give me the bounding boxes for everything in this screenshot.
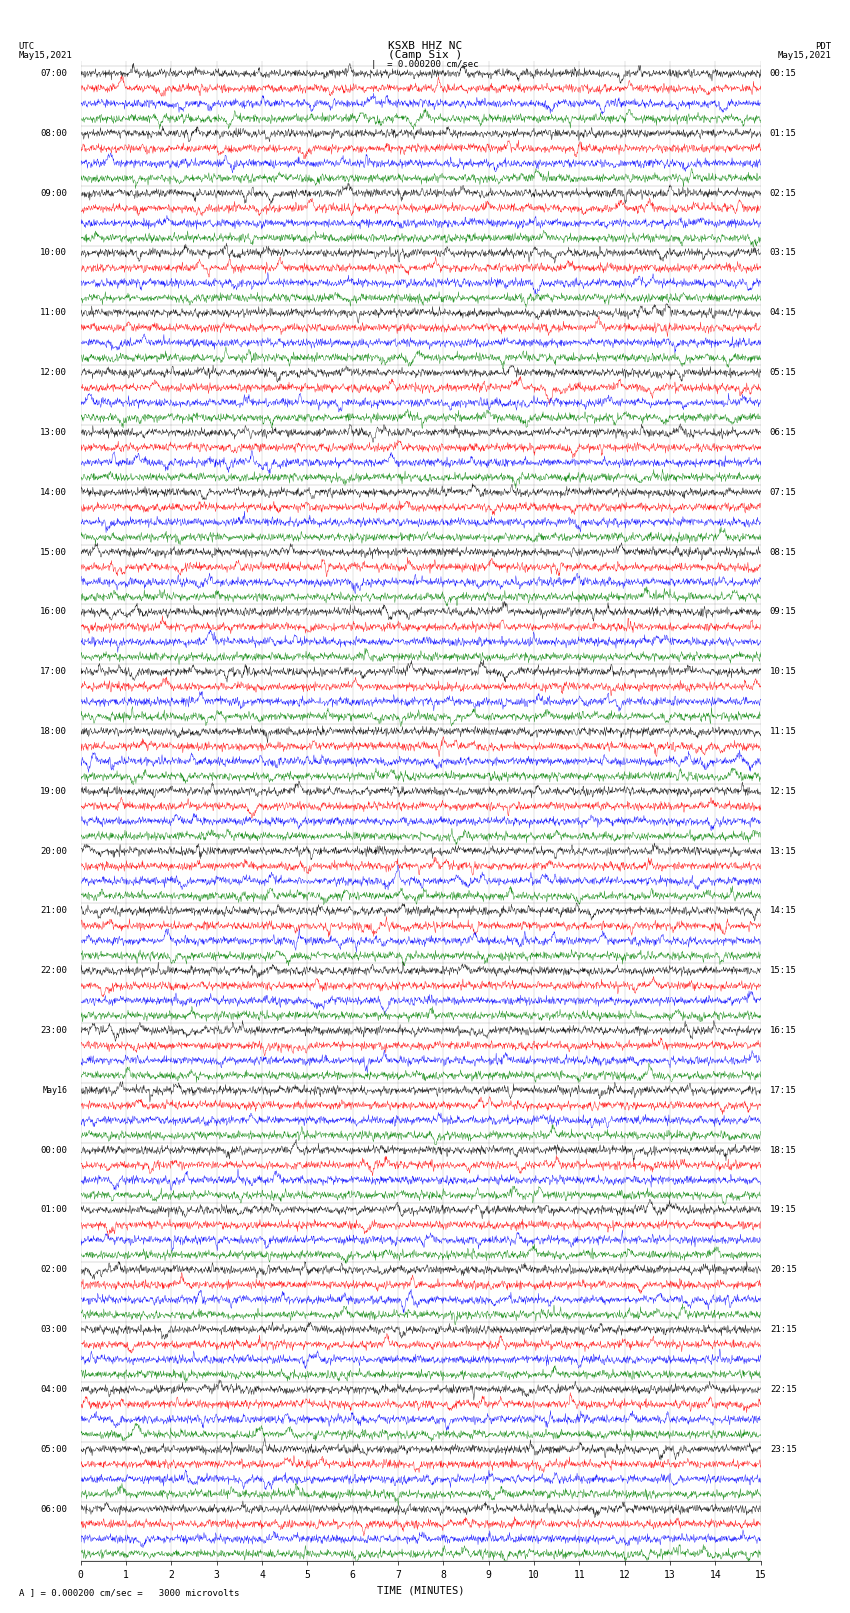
Text: 00:00: 00:00 [40,1145,67,1155]
Text: 16:15: 16:15 [770,1026,796,1036]
Text: 15:15: 15:15 [770,966,796,976]
Text: 12:00: 12:00 [40,368,67,377]
Text: 07:00: 07:00 [40,69,67,77]
Text: KSXB HHZ NC: KSXB HHZ NC [388,40,462,50]
Text: 16:00: 16:00 [40,608,67,616]
Text: 23:00: 23:00 [40,1026,67,1036]
Text: A ] = 0.000200 cm/sec =   3000 microvolts: A ] = 0.000200 cm/sec = 3000 microvolts [19,1587,239,1597]
Text: May15,2021: May15,2021 [19,50,72,60]
Text: 15:00: 15:00 [40,547,67,556]
Text: 13:00: 13:00 [40,427,67,437]
Text: 05:15: 05:15 [770,368,796,377]
Text: 02:00: 02:00 [40,1265,67,1274]
Text: 20:00: 20:00 [40,847,67,855]
Text: 06:15: 06:15 [770,427,796,437]
Text: 21:15: 21:15 [770,1326,796,1334]
X-axis label: TIME (MINUTES): TIME (MINUTES) [377,1586,464,1595]
Text: 17:00: 17:00 [40,668,67,676]
Text: 09:15: 09:15 [770,608,796,616]
Text: 03:00: 03:00 [40,1326,67,1334]
Text: 14:00: 14:00 [40,487,67,497]
Text: 10:00: 10:00 [40,248,67,258]
Text: 10:15: 10:15 [770,668,796,676]
Text: 20:15: 20:15 [770,1265,796,1274]
Text: 12:15: 12:15 [770,787,796,795]
Text: 21:00: 21:00 [40,907,67,916]
Text: 18:00: 18:00 [40,727,67,736]
Text: 11:15: 11:15 [770,727,796,736]
Text: 08:15: 08:15 [770,547,796,556]
Text: PDT: PDT [815,42,831,50]
Text: 09:00: 09:00 [40,189,67,198]
Text: 04:00: 04:00 [40,1386,67,1394]
Text: 00:15: 00:15 [770,69,796,77]
Text: 14:15: 14:15 [770,907,796,916]
Text: UTC: UTC [19,42,35,50]
Text: 01:15: 01:15 [770,129,796,137]
Text: 22:15: 22:15 [770,1386,796,1394]
Text: 19:15: 19:15 [770,1205,796,1215]
Text: 01:00: 01:00 [40,1205,67,1215]
Text: 18:15: 18:15 [770,1145,796,1155]
Text: 06:00: 06:00 [40,1505,67,1513]
Text: 05:00: 05:00 [40,1445,67,1453]
Text: 07:15: 07:15 [770,487,796,497]
Text: 03:15: 03:15 [770,248,796,258]
Text: 22:00: 22:00 [40,966,67,976]
Text: 02:15: 02:15 [770,189,796,198]
Text: |  = 0.000200 cm/sec: | = 0.000200 cm/sec [371,60,479,69]
Text: 04:15: 04:15 [770,308,796,318]
Text: 13:15: 13:15 [770,847,796,855]
Text: 17:15: 17:15 [770,1086,796,1095]
Text: (Camp Six ): (Camp Six ) [388,50,462,60]
Text: 11:00: 11:00 [40,308,67,318]
Text: 19:00: 19:00 [40,787,67,795]
Text: May16: May16 [42,1086,67,1095]
Text: 23:15: 23:15 [770,1445,796,1453]
Text: May15,2021: May15,2021 [778,50,831,60]
Text: 08:00: 08:00 [40,129,67,137]
